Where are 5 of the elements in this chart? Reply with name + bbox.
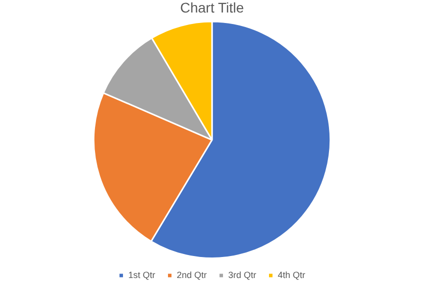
chart-title: Chart Title xyxy=(180,0,244,16)
legend-label: 3rd Qtr xyxy=(228,270,256,280)
legend-label: 4th Qtr xyxy=(278,270,306,280)
legend-label: 2nd Qtr xyxy=(176,270,207,280)
legend-label: 1st Qtr xyxy=(128,270,156,280)
